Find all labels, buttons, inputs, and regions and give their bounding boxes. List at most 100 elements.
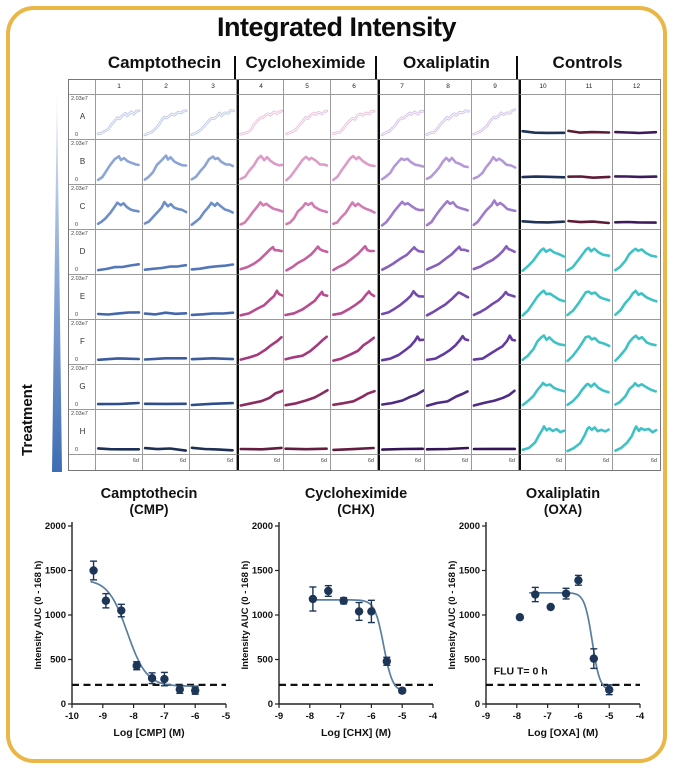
well-sparkline [472, 155, 517, 180]
well-curve [521, 175, 565, 179]
well-sparkline [567, 175, 611, 179]
well-curve-highlight [332, 110, 375, 135]
y-tick-label: 1500 [459, 566, 480, 577]
data-point [574, 576, 583, 585]
plate-xaxis-end-label: 6d [331, 455, 378, 470]
well-curve-highlight [426, 110, 470, 136]
well-curve [239, 389, 283, 407]
well-d10 [519, 230, 566, 275]
y-tick-label: 2000 [45, 521, 66, 532]
well-sparkline [143, 446, 187, 452]
treatment-wedge-shape [52, 92, 62, 472]
y-tick-label: 500 [50, 655, 66, 666]
well-e11 [566, 275, 613, 320]
plate-group-headers: Camptothecin Cycloheximide Oxaliplatin Cont… [95, 52, 665, 82]
well-curve [425, 291, 470, 317]
data-point [546, 602, 555, 612]
x-tick-label: -6 [191, 711, 199, 722]
well-sparkline [566, 425, 610, 453]
well-d9 [472, 230, 519, 275]
well-curve [285, 245, 329, 272]
well-c9 [472, 185, 519, 230]
well-d8 [425, 230, 472, 275]
well-sparkline [284, 335, 328, 361]
y-axis-label: Intensity AUC (0 - 168 h) [33, 561, 44, 670]
well-curve [614, 425, 658, 452]
well-sparkline [380, 246, 424, 271]
well-yaxis-min-label: 0 [75, 312, 79, 318]
well-curve [614, 220, 657, 224]
well-yaxis-max-label: 2.03e7 [71, 276, 88, 282]
well-e4 [237, 275, 284, 320]
well-d4 [237, 230, 284, 275]
well-curve [96, 201, 140, 226]
well-sparkline [331, 109, 376, 135]
well-curve [143, 357, 188, 361]
well-row-letter: H [79, 427, 86, 436]
well-curve [143, 446, 187, 452]
well-curve [380, 157, 424, 181]
well-c6 [331, 185, 378, 230]
well-curve [96, 155, 140, 182]
well-h6 [331, 410, 378, 455]
well-curve [566, 335, 611, 363]
well-sparkline [190, 401, 234, 407]
plate-group-label-camptothecin: Camptothecin [107, 53, 222, 72]
well-e2 [143, 275, 190, 320]
x-tick-label: -5 [605, 711, 614, 722]
well-curve [380, 200, 424, 227]
chart-title: Camptothecin [101, 486, 198, 502]
well-sparkline [96, 311, 141, 316]
well-curve [380, 290, 424, 316]
well-curve [190, 263, 235, 271]
well-g11 [566, 365, 613, 410]
well-curve [332, 290, 376, 316]
well-g12 [613, 365, 660, 410]
well-sparkline [614, 130, 658, 135]
well-f3 [190, 320, 237, 365]
well-b8 [425, 140, 472, 185]
well-sparkline [143, 109, 188, 137]
well-curve [521, 289, 565, 317]
well-f9 [472, 320, 519, 365]
well-b1 [96, 140, 143, 185]
well-sparkline [143, 402, 187, 406]
y-tick-label: 1000 [459, 610, 480, 621]
well-g6 [331, 365, 378, 410]
well-c1 [96, 185, 143, 230]
y-tick-label: 1000 [252, 610, 273, 621]
plate-xaxis-end-label: 6d [143, 455, 190, 470]
well-curve-highlight [473, 109, 516, 135]
plate-group-label-cycloheximide: Cycloheximide [245, 53, 366, 72]
well-curve [239, 154, 283, 181]
well-curve [332, 389, 376, 407]
well-curve [425, 156, 469, 181]
well-curve [190, 446, 234, 452]
well-curve [425, 109, 470, 136]
well-sparkline [566, 246, 611, 272]
well-curve [143, 263, 188, 271]
chart-subtitle: (CMP) [130, 502, 169, 517]
data-point [175, 685, 184, 694]
x-tick-label: -6 [574, 711, 582, 722]
well-sparkline [614, 289, 658, 316]
plate-corner-cell [69, 80, 96, 95]
well-b9 [472, 140, 519, 185]
data-point [561, 589, 571, 598]
data-point [132, 661, 141, 670]
well-f1 [96, 320, 143, 365]
well-sparkline [239, 109, 283, 136]
y-tick-label: 1000 [45, 610, 66, 621]
plate-row-label-a: 2.03e7 A 0 [69, 95, 96, 140]
well-curve [614, 175, 658, 179]
well-e6 [331, 275, 378, 320]
well-curve [567, 129, 611, 134]
well-sparkline [425, 245, 470, 271]
well-curve [332, 446, 375, 452]
well-sparkline [332, 244, 376, 272]
x-tick-label: -9 [275, 711, 283, 722]
well-curve [567, 219, 610, 225]
plate-xaxis-end-label: 6d [96, 455, 143, 470]
well-sparkline [380, 109, 424, 137]
well-g8 [425, 365, 472, 410]
